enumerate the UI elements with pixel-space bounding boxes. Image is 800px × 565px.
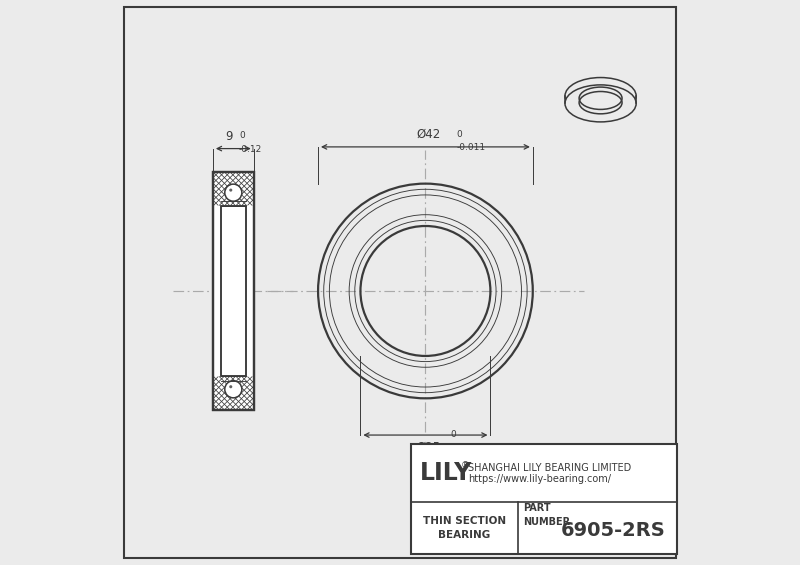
Text: https://www.lily-bearing.com/: https://www.lily-bearing.com/ (468, 474, 611, 484)
Circle shape (230, 189, 232, 192)
Bar (213, 172, 254, 410)
Text: 0: 0 (457, 130, 462, 139)
Ellipse shape (565, 85, 636, 122)
Text: 0: 0 (451, 430, 457, 439)
Circle shape (225, 381, 242, 398)
Text: 0: 0 (239, 131, 245, 140)
Bar (213, 172, 254, 410)
Text: Ø25: Ø25 (416, 441, 440, 454)
Bar (221, 206, 246, 376)
Text: LILY: LILY (420, 460, 472, 485)
Text: THIN SECTION
BEARING: THIN SECTION BEARING (423, 516, 506, 540)
Text: -0.12: -0.12 (239, 145, 262, 154)
Text: Ø42: Ø42 (416, 128, 440, 141)
Bar (411, 444, 677, 554)
Text: -0.011: -0.011 (457, 143, 486, 152)
Text: 6905-2RS: 6905-2RS (561, 521, 666, 540)
Text: -0.010: -0.010 (451, 443, 480, 452)
Circle shape (225, 184, 242, 201)
Circle shape (230, 385, 232, 388)
Text: SHANGHAI LILY BEARING LIMITED: SHANGHAI LILY BEARING LIMITED (468, 463, 631, 473)
Text: PART
NUMBER: PART NUMBER (523, 503, 570, 527)
Bar (221, 206, 246, 376)
Text: 9: 9 (225, 130, 233, 143)
Text: ®: ® (461, 462, 470, 471)
